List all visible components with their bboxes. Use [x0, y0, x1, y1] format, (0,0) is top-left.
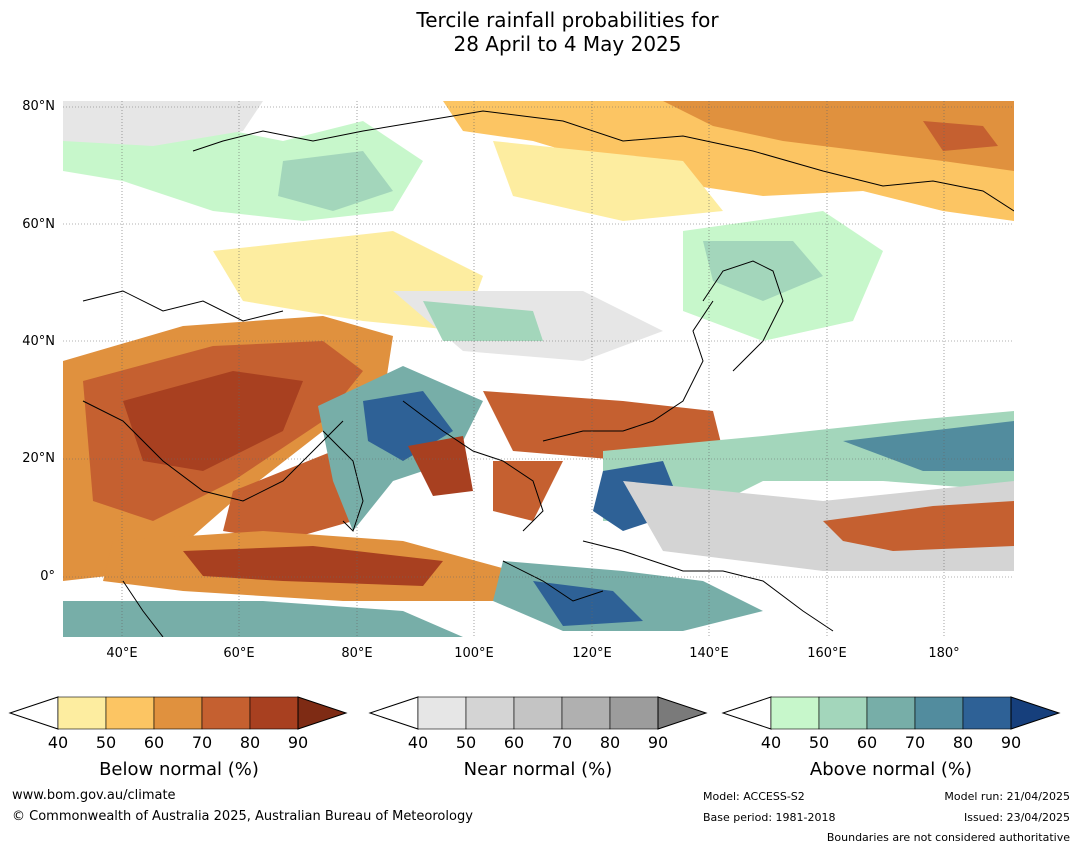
lon-label-140e: 140°E — [689, 646, 729, 661]
colorbar-segment — [561, 696, 611, 730]
region-europe-near — [63, 101, 263, 146]
tick: 70 — [551, 733, 573, 752]
colorbar-low-extension — [8, 696, 59, 730]
title-line-2: 28 April to 4 May 2025 — [453, 32, 682, 56]
region-ne-asia-above-strong — [703, 241, 823, 301]
tick: 60 — [503, 733, 525, 752]
colorbar-segment — [609, 696, 659, 730]
colorbar-segment — [105, 696, 155, 730]
lon-label-100e: 100°E — [454, 646, 494, 661]
colorbar-high-extension — [1010, 696, 1061, 730]
graticule — [63, 101, 1014, 637]
lon-label-120e: 120°E — [572, 646, 612, 661]
map-title: Tercile rainfall probabilities for 28 Ap… — [0, 8, 1081, 56]
colorbar-segment — [770, 696, 820, 730]
tick: 70 — [904, 733, 926, 752]
region-china-below — [483, 391, 723, 461]
tick: 50 — [808, 733, 830, 752]
colorbar-above-svg — [721, 696, 1061, 730]
lat-label-40n: 40°N — [22, 334, 55, 349]
lon-label-180: 180° — [928, 646, 960, 661]
colorbar-below-title: Below normal (%) — [99, 759, 259, 780]
tick: 60 — [856, 733, 878, 752]
colorbar-segment — [57, 696, 107, 730]
title-line-1: Tercile rainfall probabilities for — [416, 8, 719, 32]
coastlines — [82, 110, 1014, 637]
lat-label-60n: 60°N — [22, 217, 55, 232]
boundaries-note: Boundaries are not considered authoritat… — [826, 831, 1070, 844]
tick: 80 — [239, 733, 261, 752]
lat-label-80n: 80°N — [22, 99, 55, 114]
colorbar-segment — [249, 696, 299, 730]
tick: 40 — [407, 733, 429, 752]
tick: 90 — [647, 733, 669, 752]
map-canvas — [63, 101, 1014, 637]
lat-label-20n: 20°N — [22, 451, 55, 466]
colorbar-segment — [818, 696, 868, 730]
lon-label-80e: 80°E — [341, 646, 373, 661]
colorbar-high-extension — [657, 696, 708, 730]
colorbar-segment — [153, 696, 203, 730]
issued-text: Issued: 23/04/2025 — [963, 811, 1070, 824]
region-arabia-below-core — [123, 371, 303, 471]
colorbar-near-svg — [368, 696, 708, 730]
colorbar-segment — [866, 696, 916, 730]
tick: 40 — [760, 733, 782, 752]
tick: 50 — [95, 733, 117, 752]
region-arctic-below-strong — [663, 101, 1014, 171]
lon-label-40e: 40°E — [106, 646, 138, 661]
colorbar-segment — [417, 696, 467, 730]
region-arctic-below-core — [923, 121, 998, 151]
tick: 50 — [455, 733, 477, 752]
colorbar-near-normal — [368, 696, 710, 730]
region-mongolia-above — [423, 301, 543, 341]
base-period-text: Base period: 1981-2018 — [703, 811, 836, 824]
colorbar-segment — [914, 696, 964, 730]
colorbar-low-extension — [368, 696, 419, 730]
website-link[interactable]: www.bom.gov.au/climate — [12, 788, 176, 803]
lon-label-60e: 60°E — [223, 646, 255, 661]
region-bay-bengal-below — [408, 436, 473, 496]
tick: 60 — [143, 733, 165, 752]
lat-label-0: 0° — [40, 569, 55, 584]
tick: 90 — [1000, 733, 1022, 752]
region-siberia-light — [493, 141, 723, 221]
lon-label-160e: 160°E — [807, 646, 847, 661]
tick: 70 — [191, 733, 213, 752]
colorbar-low-extension — [721, 696, 772, 730]
copyright-text: © Commonwealth of Australia 2025, Austra… — [12, 809, 473, 824]
colorbar-segment — [962, 696, 1012, 730]
rainfall-probability-map — [63, 101, 1014, 637]
tick: 40 — [47, 733, 69, 752]
colorbar-segment — [201, 696, 251, 730]
region-urals-above-strong — [278, 151, 393, 211]
model-text: Model: ACCESS-S2 — [703, 790, 805, 803]
region-south-indian-above — [63, 601, 463, 637]
tick: 80 — [952, 733, 974, 752]
tick: 90 — [287, 733, 309, 752]
colorbar-segment — [465, 696, 515, 730]
model-run-text: Model run: 21/04/2025 — [944, 790, 1070, 803]
colorbar-near-title: Near normal (%) — [463, 759, 613, 780]
colorbar-segment — [513, 696, 563, 730]
colorbar-below-normal — [8, 696, 350, 730]
colorbar-above-title: Above normal (%) — [809, 759, 973, 780]
region-eq-indian-below-strong — [183, 546, 443, 586]
colorbar-below-svg — [8, 696, 348, 730]
colorbar-high-extension — [297, 696, 348, 730]
tick: 80 — [599, 733, 621, 752]
region-wpac-above-strong — [843, 421, 1014, 471]
colorbar-above-normal — [721, 696, 1063, 730]
region-indochina-below — [493, 461, 563, 521]
region-arabian-sea-below — [223, 451, 353, 541]
region-pacific-below — [823, 501, 1014, 551]
